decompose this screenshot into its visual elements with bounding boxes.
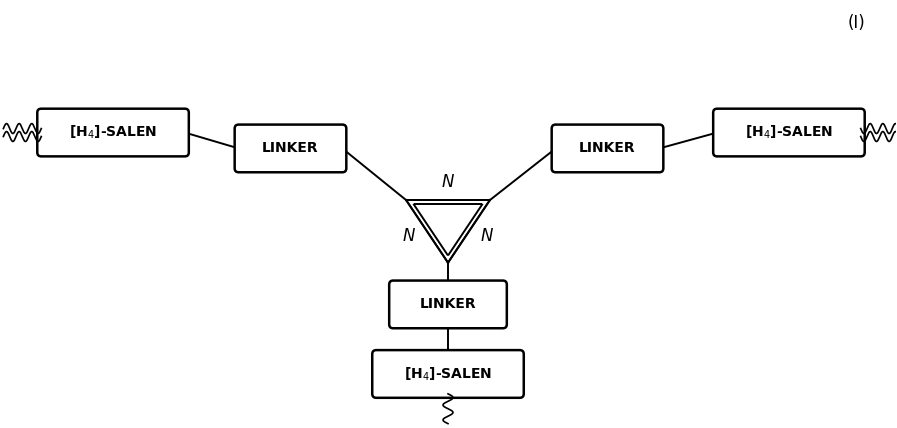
Text: LINKER: LINKER — [262, 141, 318, 155]
Text: [H$_4$]-SALEN: [H$_4$]-SALEN — [745, 124, 833, 141]
Text: (I): (I) — [848, 14, 866, 32]
FancyBboxPatch shape — [552, 125, 664, 172]
Text: [H$_4$]-SALEN: [H$_4$]-SALEN — [404, 365, 492, 383]
FancyBboxPatch shape — [372, 350, 524, 398]
FancyBboxPatch shape — [713, 109, 865, 156]
Text: LINKER: LINKER — [420, 297, 476, 312]
Text: [H$_4$]-SALEN: [H$_4$]-SALEN — [69, 124, 157, 141]
FancyBboxPatch shape — [389, 281, 507, 328]
FancyBboxPatch shape — [38, 109, 188, 156]
Text: N: N — [403, 227, 415, 245]
Text: N: N — [481, 227, 493, 245]
Text: N: N — [442, 173, 454, 191]
Text: LINKER: LINKER — [579, 141, 636, 155]
FancyBboxPatch shape — [235, 125, 346, 172]
